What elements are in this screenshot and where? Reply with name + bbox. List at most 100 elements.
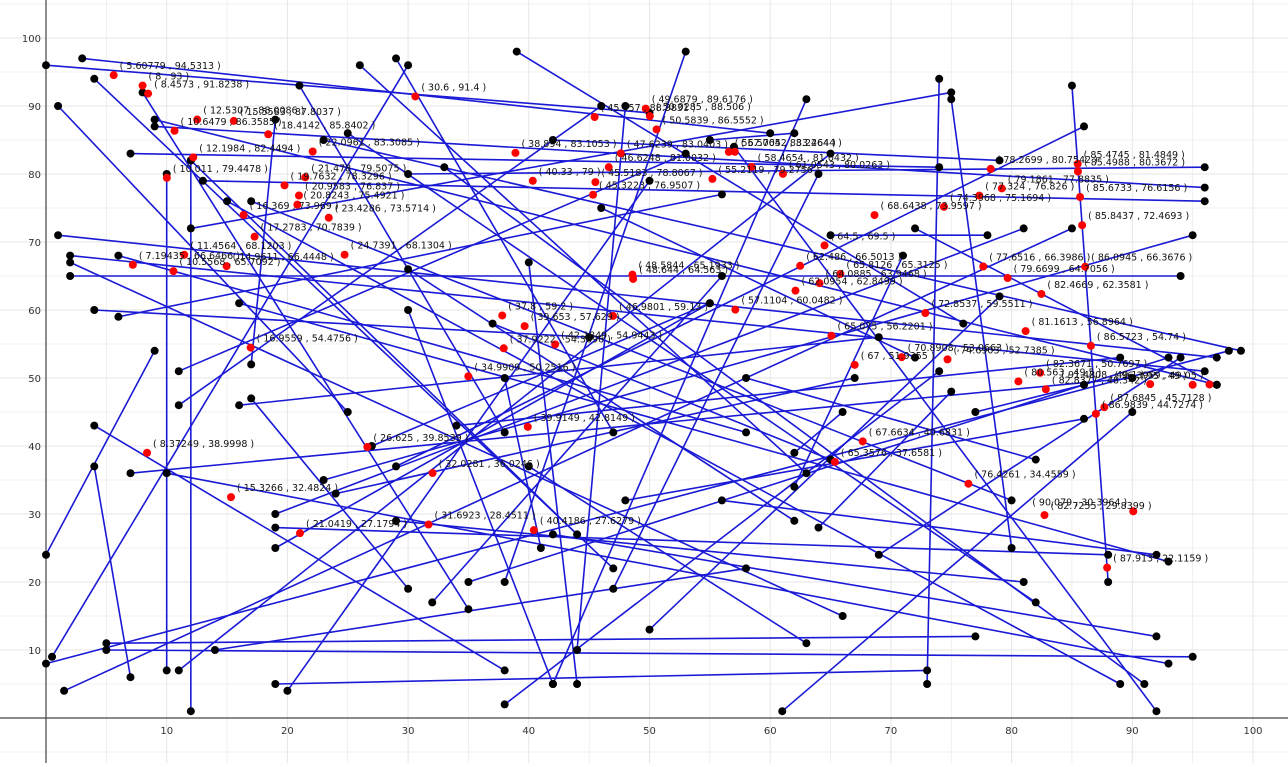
y-tick-label: 50 — [28, 374, 41, 385]
intersection-label: ( 57.0652 , 83.2644 ) — [741, 138, 842, 149]
intersection-point — [730, 147, 739, 156]
intersection-point — [324, 213, 333, 222]
segment-endpoint — [742, 374, 751, 382]
segment-endpoint — [464, 605, 473, 614]
segment-endpoint — [404, 265, 413, 274]
intersection-label: ( 42.1849 , 54.9443 ) — [561, 330, 662, 341]
segment-endpoint — [645, 625, 654, 634]
segment-line — [202, 180, 1205, 202]
intersection-label: ( 38.894 , 83.1053 ) — [521, 139, 616, 150]
intersection-label: ( 80.563 , 49.5 ) — [1024, 367, 1101, 378]
segment-endpoint — [126, 469, 135, 478]
intersection-point — [222, 262, 231, 271]
intersection-point — [169, 267, 178, 276]
segment-line — [552, 139, 1000, 162]
intersection-label: ( 17.2783 , 70.7839 ) — [261, 223, 362, 234]
segment-endpoint — [186, 707, 195, 716]
intersection-label: ( 48.644 , 64.563 ) — [639, 265, 728, 276]
segment-endpoint — [126, 673, 135, 682]
segment-endpoint — [150, 122, 159, 131]
intersection-point — [870, 211, 879, 220]
segment-endpoint — [54, 102, 63, 110]
segment-endpoint — [1067, 81, 1076, 90]
intersection-point — [189, 153, 198, 162]
segment-line — [503, 377, 542, 549]
y-tick-label: 10 — [28, 646, 41, 657]
segment-endpoint — [1104, 578, 1113, 586]
intersection-label: ( 8.37249 , 38.9998 ) — [153, 439, 254, 450]
segment-endpoint — [247, 360, 256, 369]
segment-line — [166, 472, 1169, 665]
segment-endpoint — [1212, 353, 1221, 362]
intersection-point — [796, 261, 805, 270]
intersection-label: ( 37.8 , 59.2 ) — [508, 301, 573, 312]
segment-endpoint — [1031, 598, 1040, 607]
segment-endpoint — [90, 74, 99, 83]
segment-endpoint — [114, 312, 123, 321]
intersection-label: ( 16.369 , 73.969 ) — [250, 201, 339, 212]
segment-endpoint — [536, 544, 545, 552]
segments — [45, 50, 1242, 712]
segment-endpoint — [42, 61, 50, 70]
x-tick-label: 80 — [1005, 726, 1018, 737]
intersection-point — [609, 311, 618, 320]
segment-line — [576, 105, 627, 651]
segment-line — [154, 118, 1217, 386]
intersection-label: ( 12.5307 , 88.0086 ) — [203, 106, 304, 117]
segment-endpoint — [319, 476, 328, 484]
x-tick-label: 20 — [281, 726, 294, 737]
segment-endpoint — [838, 408, 847, 416]
y-tick-label: 80 — [28, 170, 41, 181]
intersection-point — [791, 286, 800, 295]
intersection-label: ( 68.6438 , 73.9597 ) — [881, 201, 982, 212]
intersection-label: ( 37.9222 , 54.3696 ) — [510, 334, 611, 345]
intersection-point — [939, 202, 948, 211]
segment-endpoint — [573, 680, 582, 688]
intersection-point — [464, 372, 473, 381]
intersection-point — [499, 344, 508, 353]
segment-endpoint — [174, 401, 183, 410]
segment-endpoint — [162, 666, 171, 675]
segment-endpoint — [645, 176, 654, 185]
segment-endpoint — [609, 428, 618, 437]
segment-line — [745, 377, 1036, 461]
segment-endpoint — [573, 530, 582, 539]
segment-line — [552, 98, 808, 685]
intersection-point — [1073, 159, 1082, 168]
intersection-label: ( 46.6248 , 81.0032 ) — [615, 153, 716, 164]
segment-endpoint — [983, 231, 992, 240]
intersection-label: ( 65.3576 , 37.6581 ) — [841, 448, 942, 459]
segment-endpoint — [271, 510, 280, 518]
intersection-point — [1129, 507, 1138, 516]
segment-line — [118, 254, 747, 434]
intersection-point — [250, 232, 259, 241]
intersection-label: ( 49.6879 , 89.6176 ) — [652, 95, 753, 106]
segment-line — [57, 105, 349, 413]
intersection-label: ( 23.4286 , 73.5714 ) — [335, 204, 436, 215]
intersection-label: ( 10.5568 , 65.7092 ) — [179, 257, 280, 268]
segment-line — [275, 669, 928, 685]
segment-endpoint — [271, 544, 280, 552]
segment-endpoint — [935, 163, 944, 172]
x-tick-label: 40 — [522, 726, 535, 737]
segment-endpoint — [464, 578, 473, 586]
intersection-point — [652, 125, 661, 134]
intersection-label: ( 82.8377 , 48.342 ) — [1052, 375, 1147, 386]
intersection-point — [827, 331, 836, 340]
segment-endpoint — [911, 353, 920, 362]
intersection-label: ( 82.3671 , 50.7697 ) — [1046, 359, 1147, 370]
segment-endpoint — [488, 319, 497, 328]
segment-endpoint — [1007, 496, 1016, 505]
intersection-label: ( 67 , 51.9355 ) — [861, 351, 935, 362]
segment-line — [625, 418, 1085, 502]
segment-endpoint — [48, 652, 57, 661]
intersection-point — [616, 149, 625, 158]
segment-endpoint — [971, 408, 980, 416]
intersection-point — [1091, 409, 1100, 418]
segment-endpoint — [319, 136, 328, 144]
segment-endpoint — [597, 102, 606, 110]
segment-line — [878, 356, 1182, 556]
intersection-label: ( 16.9559 , 54.4756 ) — [257, 334, 358, 345]
